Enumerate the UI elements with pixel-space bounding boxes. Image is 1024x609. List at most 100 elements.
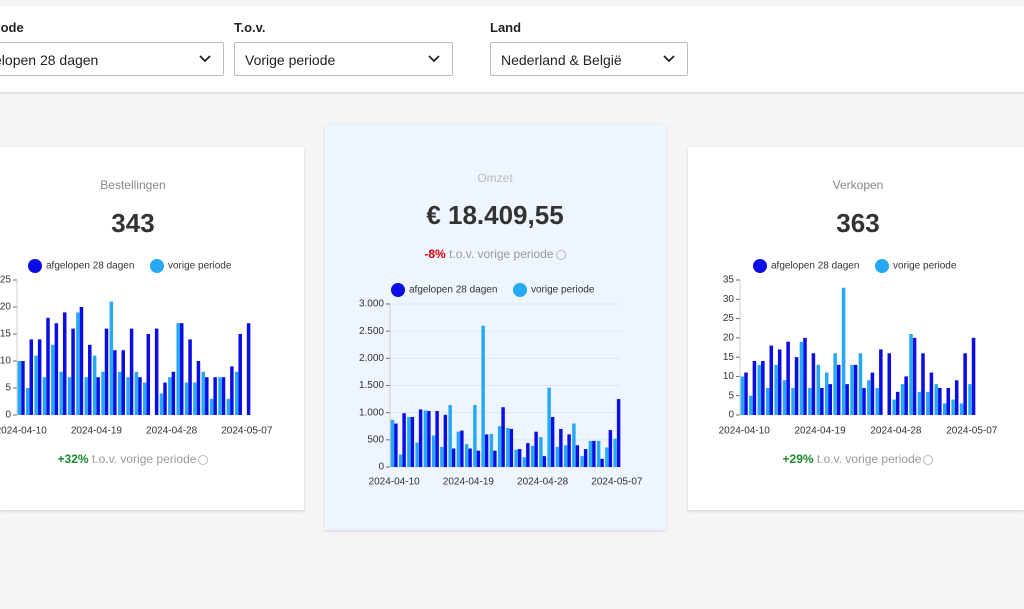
bar xyxy=(213,377,217,415)
bar xyxy=(493,450,497,467)
bar xyxy=(926,391,930,415)
bar xyxy=(209,398,214,415)
bar xyxy=(476,450,481,467)
bar xyxy=(858,353,863,415)
bar xyxy=(572,423,576,467)
bar xyxy=(616,399,621,467)
filter-label: Land xyxy=(490,20,522,35)
bar xyxy=(583,449,588,467)
y-tick-label: 5 xyxy=(728,390,734,401)
bar xyxy=(951,399,955,415)
legend-swatch xyxy=(875,259,889,273)
bar xyxy=(126,377,130,415)
bar xyxy=(934,384,939,415)
legend-swatch xyxy=(513,283,527,297)
bar xyxy=(464,444,469,467)
bar xyxy=(563,445,568,467)
bar xyxy=(79,307,84,415)
y-tick-label: 2.500 xyxy=(359,326,384,337)
bar xyxy=(154,328,159,415)
bar xyxy=(443,414,448,467)
y-tick-label: 25 xyxy=(0,275,11,286)
bar xyxy=(506,427,510,467)
bar xyxy=(37,339,42,415)
bar xyxy=(921,353,925,415)
bar xyxy=(946,388,951,415)
y-tick-label: 30 xyxy=(723,294,735,305)
bar xyxy=(201,371,206,415)
bar xyxy=(968,384,972,415)
y-tick-label: 15 xyxy=(0,329,11,340)
bar xyxy=(226,398,231,415)
bar xyxy=(71,328,75,415)
bar xyxy=(168,377,172,415)
bar xyxy=(451,448,456,467)
y-tick-label: 20 xyxy=(723,332,735,343)
bar xyxy=(833,353,837,415)
bar xyxy=(54,323,59,415)
bar xyxy=(171,371,176,415)
bar xyxy=(76,312,80,415)
bar xyxy=(193,382,197,415)
bar xyxy=(791,388,795,415)
y-tick-label: 0 xyxy=(5,410,11,421)
info-icon[interactable] xyxy=(198,454,209,465)
bar xyxy=(159,393,164,415)
select[interactable]: Nederland & België xyxy=(490,42,688,76)
y-tick-label: 10 xyxy=(0,356,11,367)
change-pct: +29% xyxy=(782,452,814,466)
bar xyxy=(46,317,50,415)
bar xyxy=(794,357,799,415)
kpi-card xyxy=(688,147,1024,510)
bar xyxy=(909,334,913,415)
bar xyxy=(67,377,72,415)
bar xyxy=(501,407,505,467)
bar xyxy=(542,456,547,467)
y-tick-label: 10 xyxy=(723,371,735,382)
bar xyxy=(184,382,189,415)
legend-swatch xyxy=(391,283,405,297)
bar xyxy=(841,287,846,415)
bar xyxy=(555,446,560,467)
bar xyxy=(850,364,854,415)
bar xyxy=(740,376,745,415)
chevron xyxy=(199,55,211,63)
y-tick-label: 0 xyxy=(728,410,734,421)
bar xyxy=(824,372,829,415)
bar xyxy=(398,454,403,467)
info-icon[interactable] xyxy=(555,249,566,260)
select[interactable]: Vorige periode xyxy=(234,42,453,76)
y-tick-label: 500 xyxy=(367,434,384,445)
bar xyxy=(431,435,436,467)
bar xyxy=(799,341,804,415)
bar xyxy=(808,388,812,415)
bar xyxy=(816,364,821,415)
bar xyxy=(862,388,866,415)
card-change: +29% t.o.v. vorige periode xyxy=(708,452,1008,466)
bar xyxy=(526,443,530,467)
y-tick-label: 1.000 xyxy=(359,407,384,418)
bar xyxy=(757,364,762,415)
bar xyxy=(539,437,543,467)
select[interactable]: Afgelopen 28 dagen xyxy=(0,42,224,76)
legend-swatch xyxy=(150,259,164,273)
x-tick-label: 2024-04-19 xyxy=(794,426,846,437)
bar xyxy=(853,364,858,415)
bar xyxy=(820,388,824,415)
bar xyxy=(96,377,100,415)
bar xyxy=(517,449,522,467)
bar xyxy=(971,337,976,415)
info-icon[interactable] xyxy=(923,454,934,465)
bar xyxy=(489,433,494,467)
bar xyxy=(230,366,234,415)
bar xyxy=(596,440,601,467)
bar xyxy=(143,382,147,415)
card-title: Omzet xyxy=(477,171,513,185)
change-text: t.o.v. vorige periode xyxy=(449,247,554,261)
legend-label: vorige periode xyxy=(893,261,957,272)
bar xyxy=(84,377,89,415)
bar xyxy=(238,334,242,415)
legend-label: afgelopen 28 dagen xyxy=(771,261,859,272)
legend-swatch xyxy=(28,259,42,273)
select-value: Nederland & België xyxy=(501,52,622,68)
